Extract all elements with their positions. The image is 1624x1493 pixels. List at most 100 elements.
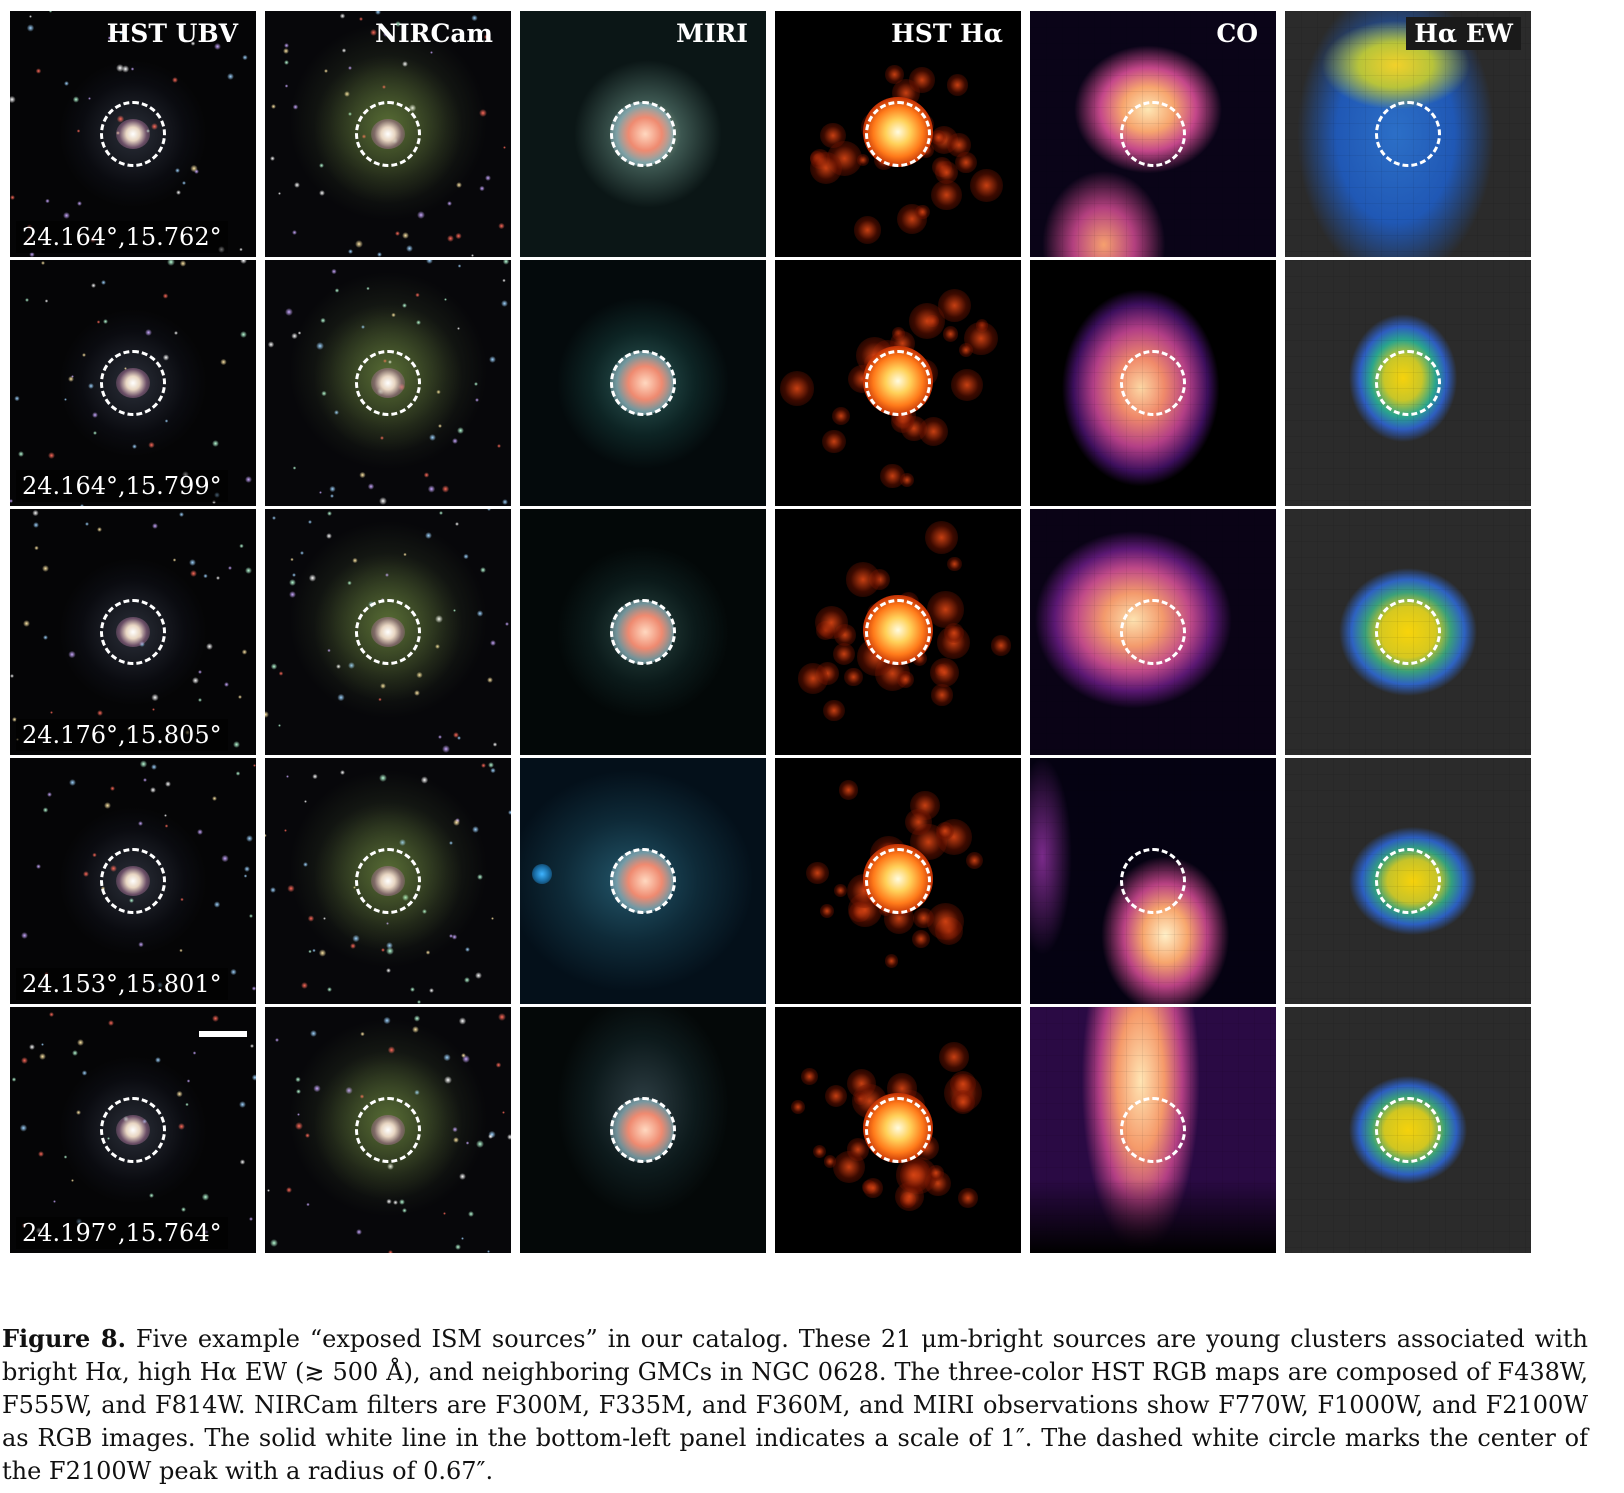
halpha-filament — [863, 1178, 883, 1199]
figure-grid: HST UBV 24.164°,15.762° NIRCam MIRI HST Hα CO… — [10, 11, 1531, 1253]
star — [190, 164, 198, 173]
star — [413, 689, 420, 697]
star — [460, 1053, 466, 1059]
star — [176, 189, 182, 195]
star — [487, 1249, 491, 1253]
star — [172, 77, 179, 83]
panel-halpha-ew-row3 — [1285, 509, 1531, 755]
star — [428, 433, 436, 442]
halpha-filament — [931, 684, 953, 706]
star — [456, 182, 463, 189]
star — [451, 437, 459, 445]
star — [151, 763, 158, 770]
star — [455, 232, 462, 240]
star — [329, 494, 334, 499]
f2100w-peak-circle — [865, 599, 931, 665]
halpha-filament — [966, 852, 984, 870]
star — [198, 669, 203, 674]
panel-miri-row4 — [520, 758, 766, 1004]
star — [21, 1056, 29, 1064]
star — [242, 54, 248, 61]
star — [251, 1074, 256, 1081]
star — [382, 30, 389, 38]
star — [345, 1086, 354, 1095]
star — [448, 933, 454, 939]
halpha-filament — [929, 658, 959, 688]
star — [299, 550, 304, 555]
star — [502, 145, 506, 150]
star — [10, 673, 14, 678]
panel-co-row1: CO — [1030, 11, 1276, 257]
star — [427, 484, 436, 493]
star — [289, 591, 296, 598]
star — [53, 1199, 57, 1203]
star — [310, 1029, 318, 1037]
star — [164, 419, 169, 423]
star — [82, 352, 87, 358]
star — [69, 779, 76, 786]
star — [292, 104, 299, 110]
star — [29, 252, 35, 257]
halpha-filament — [925, 521, 959, 555]
star — [144, 329, 152, 337]
panel-miri-row5 — [520, 1007, 766, 1253]
star — [34, 545, 39, 551]
star — [392, 1199, 398, 1205]
star — [318, 162, 325, 169]
source-coordinates: 24.176°,15.805° — [16, 719, 228, 751]
star — [359, 1094, 364, 1099]
star — [173, 330, 178, 335]
star — [164, 781, 171, 788]
star — [355, 239, 363, 248]
star — [212, 1015, 219, 1022]
panel-miri-row1: MIRI — [520, 11, 766, 257]
panel-co-row4 — [1030, 758, 1276, 1004]
halpha-filament — [959, 342, 974, 357]
halpha-filament — [919, 417, 949, 447]
star — [348, 662, 356, 670]
star — [227, 565, 232, 570]
star — [318, 949, 327, 958]
star — [454, 1244, 461, 1250]
star — [244, 566, 252, 574]
star — [416, 999, 421, 1004]
f2100w-peak-circle — [865, 1097, 931, 1163]
star — [434, 615, 443, 623]
halpha-filament — [915, 204, 930, 220]
star — [68, 651, 76, 659]
column-title: MIRI — [676, 19, 748, 48]
star — [437, 734, 442, 739]
star — [308, 949, 313, 954]
halpha-filament — [900, 472, 914, 487]
star — [352, 557, 359, 564]
panel-hst-halpha-row3 — [775, 509, 1021, 755]
star — [23, 619, 31, 627]
halpha-filament — [946, 74, 969, 96]
panel-co-row3 — [1030, 509, 1276, 755]
star — [235, 771, 241, 776]
star — [358, 16, 363, 21]
star — [20, 932, 28, 940]
star — [458, 264, 462, 268]
star — [412, 1026, 419, 1034]
star — [387, 1046, 396, 1054]
halpha-filament — [951, 1090, 976, 1115]
halpha-filament — [834, 884, 847, 897]
star — [240, 331, 247, 338]
halpha-filament — [801, 1068, 818, 1085]
halpha-filament — [931, 179, 962, 211]
f2100w-peak-circle — [610, 101, 676, 167]
star — [437, 423, 442, 428]
star — [415, 320, 421, 326]
star — [45, 198, 51, 204]
star — [456, 327, 460, 331]
f2100w-peak-circle — [1375, 1097, 1441, 1163]
star — [308, 520, 312, 524]
panel-hst-halpha-row4 — [775, 758, 1021, 1004]
star — [172, 558, 176, 562]
star — [322, 916, 327, 920]
star — [301, 982, 309, 990]
star — [352, 934, 360, 943]
star — [479, 109, 487, 118]
star — [38, 1052, 46, 1060]
